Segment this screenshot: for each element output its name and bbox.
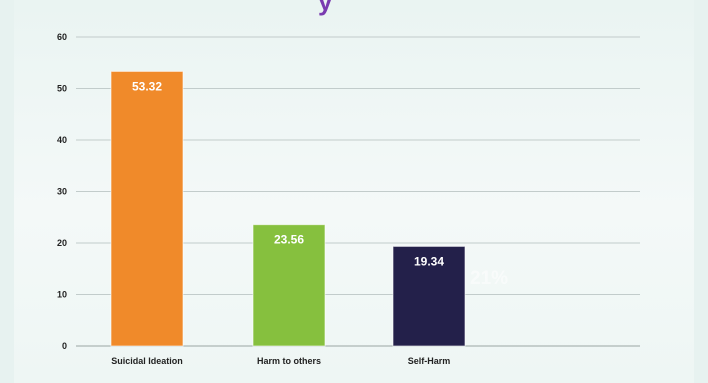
bar-value-label: 53.32 [132,79,162,93]
y-tick-label: 40 [57,135,67,145]
y-tick-label: 10 [57,290,67,300]
y-tick-label: 50 [57,84,67,94]
bar-value-label: 19.34 [414,254,444,268]
x-axis-labels: Suicidal Ideation Harm to others Self-Harm [111,356,450,366]
x-category-label: Suicidal Ideation [111,356,183,366]
bar-value-label: 23.56 [274,233,304,247]
y-tick-label: 0 [62,341,67,351]
title-fragment: y [318,0,333,16]
x-category-label: Self-Harm [408,356,451,366]
y-axis-ticks: 0 10 20 30 40 50 60 [57,32,67,351]
bar [110,70,184,347]
overlay-percent-text: 21% [470,268,508,289]
y-tick-label: 60 [57,32,67,42]
bar [392,245,466,347]
x-category-label: Harm to others [257,356,321,366]
bar [252,224,326,347]
bars: 53.32 23.56 19.34 [110,70,466,347]
y-tick-label: 30 [57,187,67,197]
y-tick-label: 20 [57,238,67,248]
